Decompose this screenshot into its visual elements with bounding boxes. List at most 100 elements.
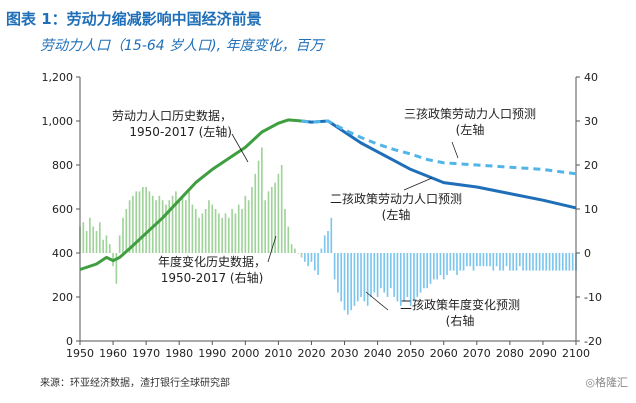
- right-tick-label: -10: [584, 291, 602, 304]
- history-change-bar: [82, 222, 85, 253]
- history-change-bar: [102, 239, 104, 253]
- lines-layer: [79, 118, 577, 271]
- x-tick-label: 1960: [99, 347, 127, 360]
- projection-change-bar: [380, 253, 382, 289]
- projection-change-bar: [459, 253, 462, 271]
- x-tick-label: 2080: [496, 347, 524, 360]
- projection-change-bar: [492, 253, 495, 271]
- annotation-two-child-line: 二孩政策劳动力人口预测(左轴: [330, 192, 462, 222]
- projection-change-bar: [386, 253, 389, 297]
- projection-change-bar: [525, 253, 528, 271]
- projection-change-bar: [333, 253, 336, 280]
- projection-change-bar: [320, 248, 323, 253]
- projection-change-bar: [475, 253, 478, 267]
- left-tick-label: 600: [52, 203, 73, 216]
- x-tick-label: 2100: [562, 347, 590, 360]
- history-change-bar: [165, 204, 167, 253]
- history-change-bar: [155, 200, 157, 253]
- x-tick-label: 2050: [397, 347, 425, 360]
- x-tick-label: 1970: [132, 347, 160, 360]
- history-change-bar: [132, 195, 134, 253]
- history-change-bar: [142, 187, 144, 253]
- projection-change-bar: [409, 253, 412, 306]
- history-change-bar: [280, 165, 283, 253]
- history-change-bar: [85, 231, 88, 253]
- history-change-bar: [168, 200, 171, 253]
- history-change-bar: [128, 200, 131, 253]
- right-tick-label: -20: [584, 335, 602, 348]
- history-change-bar: [108, 244, 111, 253]
- right-tick-label: 40: [584, 71, 598, 84]
- projection-change-bar: [532, 253, 534, 271]
- projection-change-bar: [307, 253, 309, 267]
- projection-change-bar: [363, 253, 366, 302]
- leader-history-bar: [267, 235, 277, 263]
- annotations-layer: 劳动力人口历史数据， 1950-2017 (左轴) 年度变化历史数据， 1950-20…: [112, 107, 536, 328]
- projection-change-bar: [561, 253, 564, 271]
- projection-change-bar: [340, 253, 343, 302]
- projection-change-bar: [456, 253, 458, 275]
- watermark-logo: ◎格隆汇: [585, 376, 628, 389]
- projection-change-bar: [423, 253, 425, 289]
- left-tick-label: 200: [52, 291, 73, 304]
- right-tick-label: 20: [584, 159, 598, 172]
- projection-change-bar: [413, 253, 415, 302]
- projection-change-bar: [426, 253, 429, 289]
- projection-change-bar: [439, 253, 442, 275]
- history-change-bar: [99, 222, 101, 253]
- history-change-bar: [300, 253, 303, 258]
- chart-title: 图表 1：劳动力缩减影响中国经济前景: [6, 10, 262, 28]
- chart-subtitle: 劳动力人口（15-64 岁人口), 年度变化，百万: [40, 38, 324, 54]
- history-change-bar: [241, 209, 243, 253]
- projection-change-bar: [396, 253, 399, 302]
- projection-change-bar: [542, 253, 544, 271]
- projection-change-bar: [555, 253, 557, 271]
- history-change-bar: [227, 217, 230, 253]
- annotation-two-child-bar: 二孩政策年度变化预测(右轴: [400, 297, 520, 328]
- projection-change-bar: [370, 253, 372, 297]
- axes-layer: 1950 1960 1970 1980 1990 2000 2010 2020 2030 2040…: [42, 71, 602, 360]
- history-change-bar: [234, 213, 237, 253]
- history-change-bar: [204, 209, 207, 253]
- history-change-bar: [171, 195, 174, 253]
- history-change-bar: [148, 191, 151, 253]
- history-change-bar: [125, 209, 128, 253]
- projection-change-bar: [310, 253, 313, 262]
- projection-change-bar: [485, 253, 488, 267]
- projection-change-bar: [353, 253, 356, 306]
- projection-change-bar: [558, 253, 561, 271]
- projection-change-bar: [495, 253, 498, 267]
- projection-change-bar: [376, 253, 379, 297]
- projection-change-bar: [399, 253, 402, 306]
- projection-change-bar: [571, 253, 574, 271]
- history-change-bar: [208, 200, 210, 253]
- projection-change-bar: [403, 253, 405, 302]
- projection-change-bar: [442, 253, 445, 280]
- history-change-bar: [221, 217, 224, 253]
- history-change-bar: [135, 191, 138, 253]
- projection-change-bar: [393, 253, 395, 297]
- projection-change-bar: [515, 253, 518, 271]
- left-tick-label: 800: [52, 159, 73, 172]
- history-change-bar: [261, 147, 263, 253]
- history-change-bar: [244, 195, 247, 253]
- x-tick-label: 2040: [364, 347, 392, 360]
- history-change-bar: [290, 244, 293, 253]
- history-change-bar: [118, 235, 121, 253]
- projection-change-bar: [528, 253, 531, 271]
- history-change-bar: [158, 195, 161, 253]
- projection-change-bar: [522, 253, 524, 271]
- projection-change-bar: [360, 253, 362, 297]
- history-change-bar: [151, 195, 154, 253]
- history-change-bar: [145, 187, 147, 253]
- source-note: 来源：环亚经济数据，渣打银行全球研究部: [40, 378, 230, 389]
- projection-change-bar: [565, 253, 567, 271]
- projection-change-bar: [505, 253, 508, 267]
- history-change-bar: [251, 187, 253, 253]
- history-change-bar: [257, 160, 260, 253]
- projection-change-bar: [350, 253, 352, 311]
- right-tick-label: 0: [584, 247, 591, 260]
- history-change-bar: [277, 173, 280, 253]
- left-tick-label: 0: [66, 335, 73, 348]
- projection-change-bar: [436, 253, 438, 280]
